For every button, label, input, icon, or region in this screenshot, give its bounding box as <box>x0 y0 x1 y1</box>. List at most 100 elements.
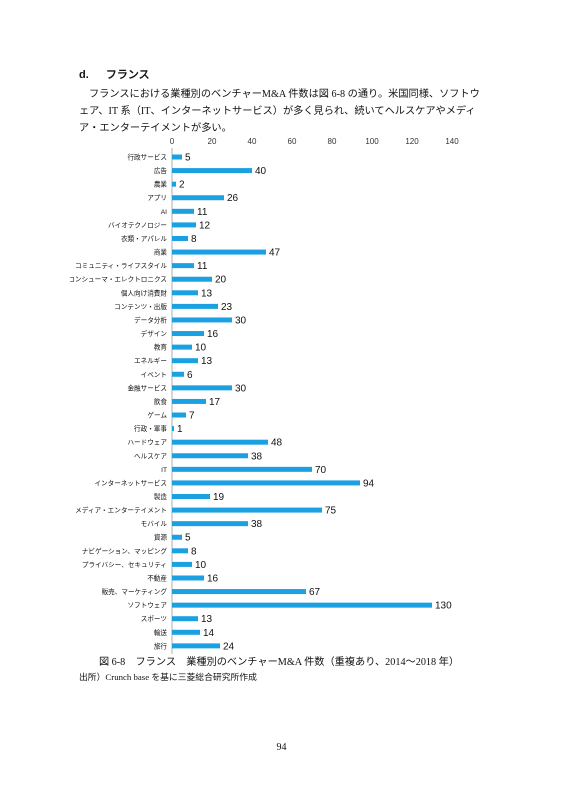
bar <box>172 303 218 309</box>
data-label: 13 <box>201 614 213 625</box>
bar <box>172 439 268 445</box>
data-label: 5 <box>185 533 191 544</box>
bar <box>172 168 252 174</box>
data-label: 47 <box>269 248 281 259</box>
bar <box>172 235 188 241</box>
category-label: 旅行 <box>154 641 168 650</box>
category-label: ゲーム <box>147 411 167 420</box>
data-label: 75 <box>325 506 337 517</box>
data-label: 40 <box>255 166 267 177</box>
figure-source: 出所）Crunch base を基に三菱総合研究所作成 <box>79 672 257 682</box>
bar <box>172 480 360 486</box>
category-label: スポーツ <box>141 615 167 623</box>
category-label: コンシューマ・エレクトロニクス <box>70 276 167 284</box>
section-heading: d. フランス <box>79 66 150 82</box>
data-label: 8 <box>191 546 197 557</box>
data-label: 12 <box>199 220 211 231</box>
bar <box>172 195 224 201</box>
data-label: 10 <box>195 560 207 571</box>
bar <box>172 398 206 404</box>
bar <box>172 616 198 622</box>
category-label: エネルギー <box>134 357 167 365</box>
bar <box>172 589 306 595</box>
category-label: ソフトウェア <box>127 602 167 610</box>
bar <box>172 561 192 567</box>
page-number: 94 <box>276 742 287 753</box>
category-label: 行政サービス <box>127 153 167 162</box>
bar <box>172 507 322 513</box>
data-label: 48 <box>271 438 283 449</box>
category-label: AI <box>161 209 167 216</box>
data-label: 19 <box>213 492 225 503</box>
bar <box>172 548 188 554</box>
figure-caption: 図 6-8 フランス 業種別のベンチャーM&A 件数（重複あり、2014～201… <box>98 657 460 668</box>
bar <box>172 453 248 459</box>
data-label: 23 <box>221 302 233 313</box>
data-label: 94 <box>363 478 375 489</box>
category-label: 資源 <box>154 533 168 542</box>
category-label: データ分析 <box>134 315 167 324</box>
category-label: 輸送 <box>154 628 168 637</box>
data-label: 20 <box>215 275 227 286</box>
bar <box>172 643 220 649</box>
category-label: 金融サービス <box>127 383 167 392</box>
category-label: 個人向け消費財 <box>121 288 168 297</box>
category-label: 商業 <box>154 248 168 257</box>
bar <box>172 317 232 323</box>
section-marker: d. <box>79 69 89 81</box>
bar <box>172 344 192 350</box>
category-label: プライバシー、セキュリティ <box>82 561 167 569</box>
data-label: 1 <box>177 424 183 435</box>
category-label: ヘルスケア <box>134 452 167 460</box>
data-label: 70 <box>315 465 327 476</box>
data-label: 13 <box>201 288 213 299</box>
category-label: 不動産 <box>147 573 167 582</box>
bar <box>172 154 182 160</box>
category-label: アプリ <box>147 194 167 202</box>
data-label: 16 <box>207 573 219 584</box>
category-label: 販売、マーケティング <box>102 587 168 596</box>
section-title: フランス <box>105 69 150 81</box>
bar <box>172 222 196 228</box>
data-label: 13 <box>201 356 213 367</box>
bar <box>172 629 200 635</box>
data-label: 38 <box>251 451 263 462</box>
bar <box>172 412 186 418</box>
bar <box>172 602 432 608</box>
x-tick-label: 120 <box>405 137 419 146</box>
data-label: 130 <box>435 601 452 612</box>
category-label: イベント <box>141 371 167 379</box>
x-tick-label: 0 <box>170 137 175 146</box>
bar <box>172 181 176 187</box>
bar <box>172 426 174 432</box>
category-label: 製造 <box>154 492 168 501</box>
category-label: バイオテクノロジー <box>108 221 167 229</box>
category-label: モバイル <box>141 520 168 528</box>
bar <box>172 521 248 527</box>
bar <box>172 276 212 282</box>
data-label: 26 <box>227 193 239 204</box>
x-tick-label: 100 <box>365 137 379 146</box>
bar-chart: 0 20 40 60 80 100 120 140 行政サービス 5 広告 40 農業 2 アプリ 26 AI 1… <box>68 134 490 659</box>
x-tick-label: 60 <box>288 137 297 146</box>
bar <box>172 358 198 364</box>
category-label: デザイン <box>141 329 168 338</box>
bar <box>172 534 182 540</box>
data-label: 30 <box>235 383 247 394</box>
category-label: ハードウェア <box>127 439 167 447</box>
data-label: 30 <box>235 315 247 326</box>
bar <box>172 385 232 391</box>
bar <box>172 249 266 255</box>
bar <box>172 494 210 499</box>
category-label: ナビゲーション、マッピング <box>82 546 168 555</box>
data-label: 11 <box>197 207 208 218</box>
category-label: IT <box>161 467 167 474</box>
bar <box>172 290 198 296</box>
category-label: 農業 <box>154 180 168 189</box>
x-tick-label: 20 <box>208 137 217 146</box>
data-label: 14 <box>203 628 215 639</box>
data-label: 10 <box>195 343 207 354</box>
category-label: 衣類・アパレル <box>121 234 167 243</box>
data-label: 17 <box>209 397 221 408</box>
